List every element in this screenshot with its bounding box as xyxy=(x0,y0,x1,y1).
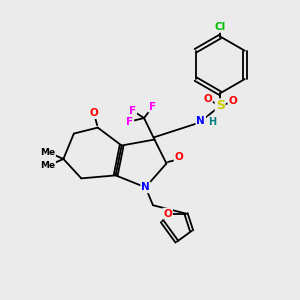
Text: S: S xyxy=(216,99,225,112)
Text: F: F xyxy=(149,102,156,112)
Text: Cl: Cl xyxy=(214,22,226,32)
Text: N: N xyxy=(141,182,150,192)
Text: H: H xyxy=(208,117,216,127)
Text: F: F xyxy=(126,117,133,127)
Text: O: O xyxy=(228,96,237,106)
Text: O: O xyxy=(203,94,212,104)
Text: Me: Me xyxy=(40,148,56,157)
Text: N: N xyxy=(196,116,205,126)
Text: O: O xyxy=(164,208,172,219)
Text: O: O xyxy=(90,108,98,118)
Text: F: F xyxy=(129,106,136,116)
Text: Me: Me xyxy=(40,161,56,170)
Text: O: O xyxy=(175,152,183,163)
